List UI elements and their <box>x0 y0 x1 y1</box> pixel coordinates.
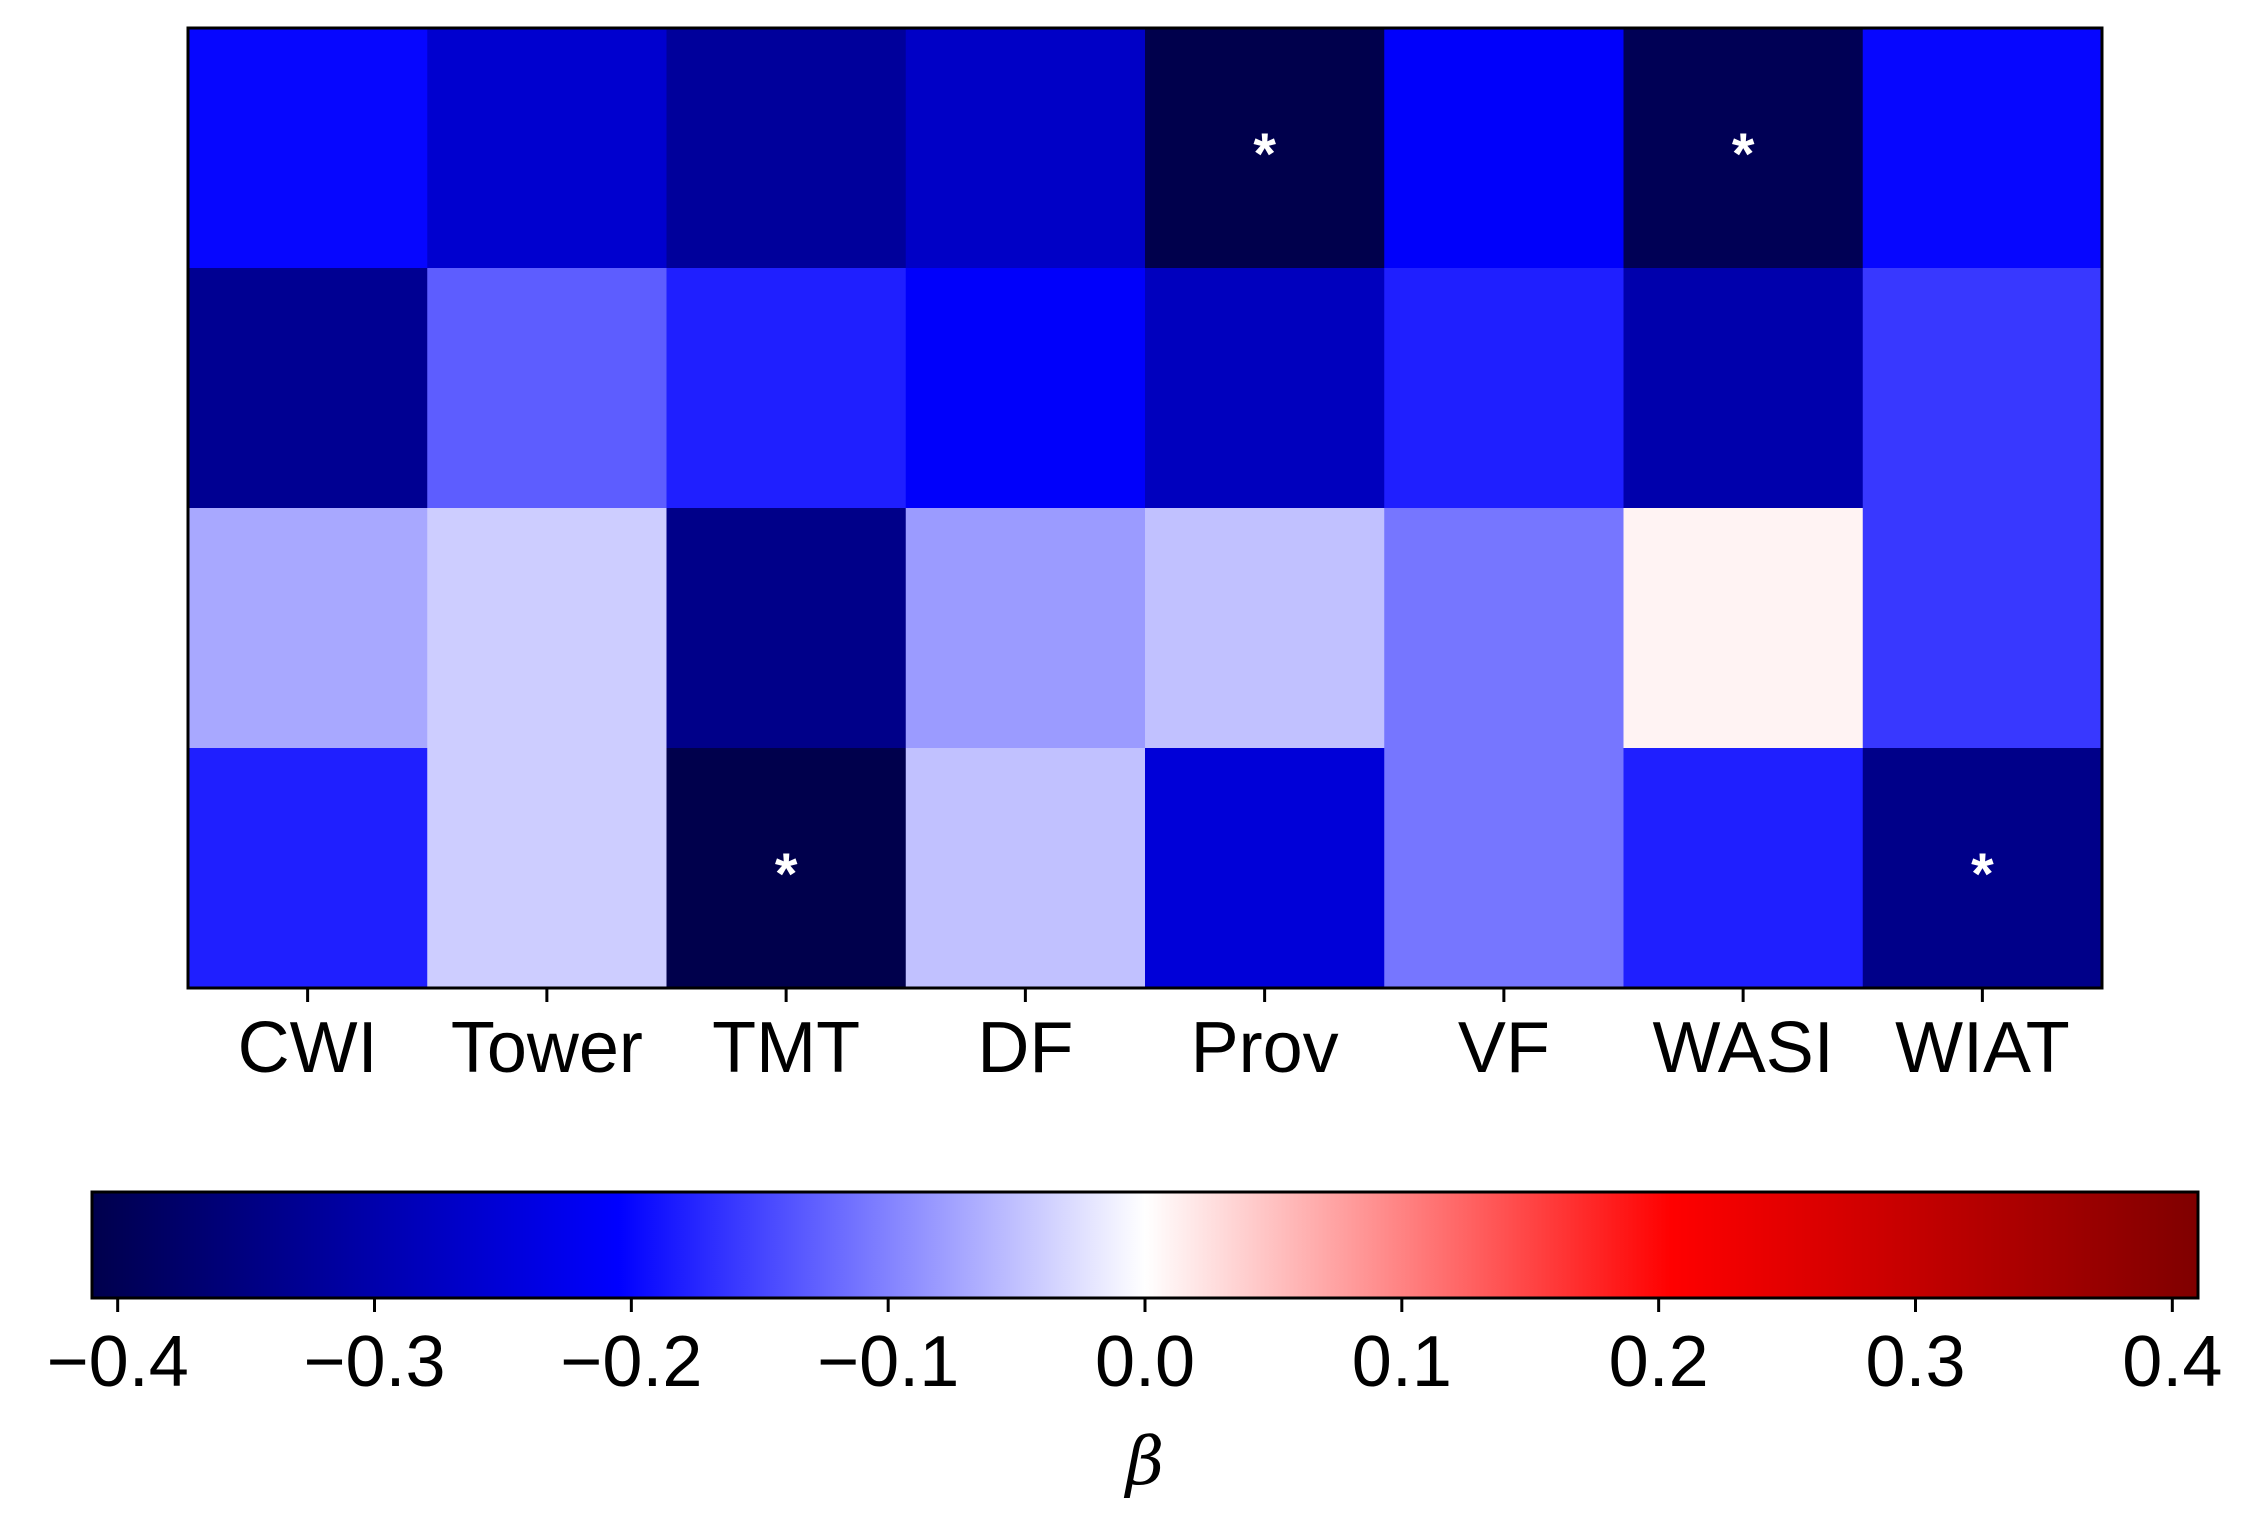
colorbar <box>90 1190 2200 1300</box>
heatmap-cell-r1-wiat <box>1862 28 2103 269</box>
heatmap-cell-r2-tower <box>427 268 668 509</box>
x-axis-ticks: CWI Tower TMT DF Prov VF WASI WIAT <box>238 988 2070 1088</box>
heatmap-frame <box>186 26 2104 990</box>
heatmap-cell-r4-cwi <box>188 748 428 989</box>
heatmap-cell-r3-cwi <box>188 508 428 749</box>
heatmap-cell-r3-wasi <box>1623 508 1864 749</box>
colorbar-tick-label: 0.4 <box>2122 1322 2222 1402</box>
colorbar-ticks: −0.4 −0.3 −0.2 −0.1 0.0 0.1 0.2 0.3 0.4 <box>47 1298 2222 1402</box>
colorbar-tick-label: 0.0 <box>1095 1322 1195 1402</box>
heatmap-cell-r4-tmt <box>666 748 907 989</box>
x-tick-label: TMT <box>712 1008 860 1088</box>
colorbar-tick-label: −0.2 <box>560 1322 702 1402</box>
heatmap-cell-r3-prov <box>1145 508 1385 749</box>
heatmap-cell-r2-vf <box>1384 268 1625 509</box>
heatmap-cell-r4-wasi <box>1623 748 1864 989</box>
heatmap-cell-r4-df <box>905 748 1146 989</box>
significance-marker: * <box>1253 122 1276 187</box>
heatmap-cell-r1-prov <box>1145 28 1385 269</box>
heatmap-cell-r2-tmt <box>666 268 907 509</box>
x-tick-label: WIAT <box>1895 1008 2070 1088</box>
significance-marker: * <box>1732 122 1755 187</box>
heatmap-cell-r2-wasi <box>1623 268 1864 509</box>
significance-markers: * * * * <box>775 122 1994 907</box>
heatmap-cell-r3-tmt <box>666 508 907 749</box>
colorbar-label: β <box>1123 1423 1164 1500</box>
x-tick-label: CWI <box>238 1008 378 1088</box>
heatmap-cell-r1-cwi <box>188 28 428 269</box>
heatmap-cell-r4-tower <box>427 748 668 989</box>
colorbar-tick-label: −0.4 <box>47 1322 189 1402</box>
x-tick-label: DF <box>977 1008 1073 1088</box>
x-tick-label: Prov <box>1191 1008 1339 1088</box>
heatmap-cell-r1-vf <box>1384 28 1625 269</box>
colorbar-tick-label: −0.3 <box>303 1322 445 1402</box>
heatmap-cell-r1-tower <box>427 28 668 269</box>
heatmap-cell-r3-vf <box>1384 508 1625 749</box>
heatmap-cell-r4-prov <box>1145 748 1385 989</box>
heatmap-cell-r3-df <box>905 508 1146 749</box>
heatmap-cell-r3-tower <box>427 508 668 749</box>
heatmap-cell-r1-tmt <box>666 28 907 269</box>
heatmap-cell-r3-wiat <box>1862 508 2103 749</box>
heatmap-cell-r2-prov <box>1145 268 1385 509</box>
x-tick-label: Tower <box>451 1008 643 1088</box>
heatmap-cell-r1-df <box>905 28 1146 269</box>
significance-marker: * <box>1971 842 1994 907</box>
heatmap-cell-r1-wasi <box>1623 28 1864 269</box>
heatmap-cell-r4-wiat <box>1862 748 2103 989</box>
heatmap-cell-r2-df <box>905 268 1146 509</box>
colorbar-tick-label: 0.2 <box>1609 1322 1709 1402</box>
heatmap-cell-r2-cwi <box>188 268 428 509</box>
x-tick-label: VF <box>1458 1008 1550 1088</box>
colorbar-tick-label: 0.3 <box>1865 1322 1965 1402</box>
colorbar-tick-label: −0.1 <box>817 1322 959 1402</box>
heatmap-cells <box>188 28 2103 989</box>
x-tick-label: WASI <box>1652 1008 1833 1088</box>
significance-marker: * <box>775 842 798 907</box>
heatmap-cell-r2-wiat <box>1862 268 2103 509</box>
colorbar-tick-label: 0.1 <box>1352 1322 1452 1402</box>
heatmap-cell-r4-vf <box>1384 748 1625 989</box>
